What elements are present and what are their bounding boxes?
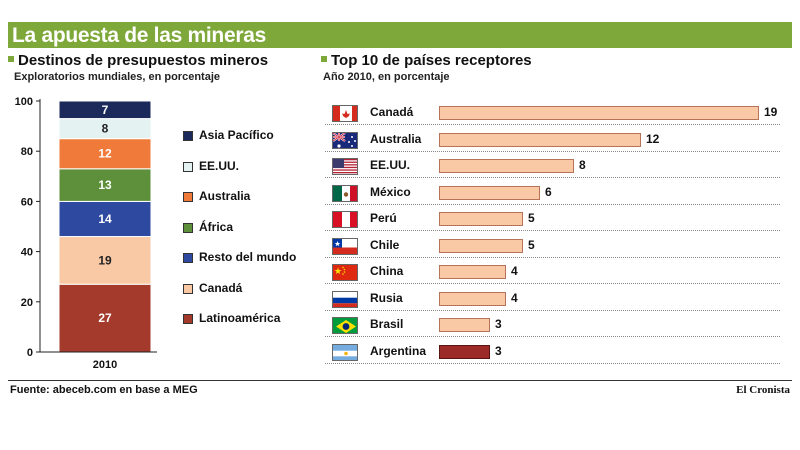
segment-data-label: 8 — [102, 122, 109, 136]
mexico-flag-icon — [332, 184, 358, 202]
country-value-label: 3 — [495, 317, 502, 331]
right-section-subtitle: Año 2010, en porcentaje — [323, 71, 450, 83]
stack-segment — [58, 100, 152, 120]
title-bar: La apuesta de las mineras — [8, 22, 792, 48]
country-value-label: 4 — [511, 290, 518, 305]
peru-flag-icon — [332, 211, 358, 228]
legend-swatch — [183, 131, 193, 141]
chile-flag-icon — [332, 237, 358, 255]
stack-segment — [58, 200, 152, 238]
legend-swatch — [183, 192, 193, 202]
china-flag-icon — [332, 264, 358, 281]
legend-label: Canadá — [199, 280, 243, 295]
country-name: Chile — [370, 237, 400, 252]
bullet-square-icon — [321, 56, 327, 63]
country-bar — [439, 159, 574, 173]
right-section-title: Top 10 de países receptores — [321, 52, 532, 69]
stack-segment — [58, 236, 152, 285]
country-name: México — [370, 184, 411, 199]
country-value-label: 3 — [495, 343, 502, 358]
country-bar — [439, 265, 506, 279]
left-section-title: Destinos de presupuestos mineros — [8, 52, 268, 69]
legend-swatch — [183, 222, 193, 233]
legend-swatch — [183, 253, 193, 263]
country-value-label: 5 — [528, 211, 535, 225]
bullet-square-icon — [8, 56, 14, 63]
country-name: Australia — [370, 131, 422, 146]
argentina-flag-icon — [332, 343, 358, 361]
country-bar — [439, 291, 506, 306]
country-row: México 6 — [325, 182, 780, 205]
stacked-bar-chart: 0 20 40 60 80 100 27 19 14 13 12 8 7 2010 — [15, 96, 157, 371]
country-name: China — [370, 264, 404, 278]
country-row: Rusia 4 — [325, 288, 780, 311]
y-tick-label: 80 — [21, 146, 33, 158]
country-row: Argentina 3 — [325, 341, 780, 364]
country-value-label: 4 — [511, 264, 518, 278]
country-value-label: 8 — [579, 158, 586, 172]
country-row: Brasil 3 — [325, 314, 780, 337]
right-title-text: Top 10 de países receptores — [331, 52, 532, 69]
brazil-flag-icon — [332, 317, 358, 334]
usa-flag-icon — [332, 158, 358, 175]
country-bar — [439, 212, 523, 226]
country-row: Perú 5 — [325, 208, 780, 231]
country-value-label: 19 — [764, 105, 778, 119]
country-row: EE.UU. 8 — [325, 155, 780, 178]
legend-swatch — [183, 314, 193, 324]
country-row: Chile 5 — [325, 235, 780, 258]
y-tick-label: 100 — [15, 96, 33, 108]
country-row: Canadá 19 — [325, 102, 780, 125]
segment-data-label: 12 — [98, 147, 112, 161]
segment-data-label: 14 — [98, 212, 112, 226]
country-name: Argentina — [370, 343, 427, 358]
footer-brand: El Cronista — [736, 384, 790, 396]
country-bar — [439, 132, 641, 147]
country-name: Brasil — [370, 317, 404, 331]
country-row: China 4 — [325, 261, 780, 284]
country-row: Australia 12 — [325, 129, 780, 152]
country-value-label: 12 — [646, 131, 660, 146]
russia-flag-icon — [332, 290, 358, 308]
legend-label: Resto del mundo — [199, 250, 297, 264]
footer-source: Fuente: abeceb.com en base a MEG — [10, 384, 198, 396]
legend-swatch — [183, 161, 193, 172]
stack-segment — [58, 168, 152, 202]
y-tick-label: 40 — [21, 247, 33, 259]
country-bar — [439, 318, 490, 332]
country-bar — [439, 106, 759, 120]
stack-segment — [58, 138, 152, 170]
legend-swatch — [183, 283, 193, 294]
y-tick-label: 60 — [21, 196, 33, 208]
x-category-label: 2010 — [93, 359, 117, 371]
segment-data-label: 13 — [98, 178, 112, 192]
country-name: Rusia — [370, 290, 403, 305]
country-bar — [439, 185, 540, 200]
left-section-subtitle: Exploratorios mundiales, en porcentaje — [14, 71, 220, 83]
country-bar — [439, 238, 523, 253]
legend-label: Latinoamérica — [199, 311, 281, 325]
country-bar — [439, 344, 490, 359]
canada-flag-icon — [332, 105, 358, 122]
australia-flag-icon — [332, 131, 358, 149]
legend-label: Australia — [199, 189, 251, 203]
country-value-label: 6 — [545, 184, 552, 199]
y-tick-label: 20 — [21, 297, 33, 309]
y-tick-label: 0 — [27, 347, 33, 359]
country-name: Perú — [370, 211, 397, 225]
country-name: EE.UU. — [370, 158, 411, 172]
segment-data-label: 19 — [98, 253, 112, 267]
legend-label: EE.UU. — [199, 158, 240, 173]
country-name: Canadá — [370, 105, 414, 119]
legend-label: África — [199, 219, 234, 234]
country-value-label: 5 — [528, 237, 535, 252]
footer-divider — [8, 380, 792, 381]
segment-data-label: 27 — [98, 311, 112, 325]
legend-label: Asia Pacífico — [199, 128, 274, 142]
segment-data-label: 7 — [102, 103, 109, 117]
left-title-text: Destinos de presupuestos mineros — [18, 52, 269, 69]
page-title: La apuesta de las mineras — [12, 24, 266, 47]
